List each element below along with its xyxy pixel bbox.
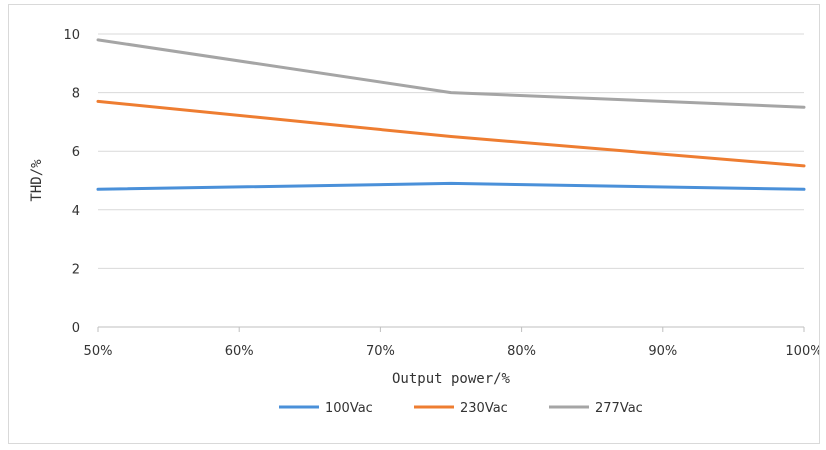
series-line-277Vac <box>96 38 806 109</box>
y-tick-label: 2 <box>72 262 80 277</box>
y-tick-label: 8 <box>72 87 80 102</box>
x-tick-label: 90% <box>648 344 677 359</box>
line-chart: 0 2 4 6 8 10 50% 60% 70% 80% 90% 100% THD/% Output… <box>29 28 819 416</box>
y-tick-label: 4 <box>72 204 80 219</box>
y-tick-labels: 0 2 4 6 8 10 <box>63 28 80 336</box>
series-lines <box>96 38 806 191</box>
y-tick-label: 0 <box>72 321 80 336</box>
chart-frame: 0 2 4 6 8 10 50% 60% 70% 80% 90% 100% THD/% Output… <box>8 4 820 444</box>
x-tick-label: 70% <box>366 344 395 359</box>
x-axis-title: Output power/% <box>392 371 511 387</box>
legend-label: 277Vac <box>595 401 643 416</box>
legend-label: 230Vac <box>460 401 508 416</box>
legend: 100Vac 230Vac 277Vac <box>279 401 643 416</box>
legend-label: 100Vac <box>325 401 373 416</box>
x-tick-label: 100% <box>785 344 819 359</box>
grid-lines <box>98 33 804 328</box>
series-line-100Vac <box>96 181 806 191</box>
series-line-230Vac <box>96 99 806 168</box>
y-tick-label: 10 <box>63 28 80 43</box>
x-tick-label: 80% <box>507 344 536 359</box>
y-axis-title: THD/% <box>29 159 45 202</box>
y-tick-label: 6 <box>72 145 80 160</box>
x-tick-labels: 50% 60% 70% 80% 90% 100% <box>84 344 819 359</box>
x-tick-label: 50% <box>84 344 113 359</box>
x-axis <box>97 326 805 332</box>
x-tick-label: 60% <box>225 344 254 359</box>
